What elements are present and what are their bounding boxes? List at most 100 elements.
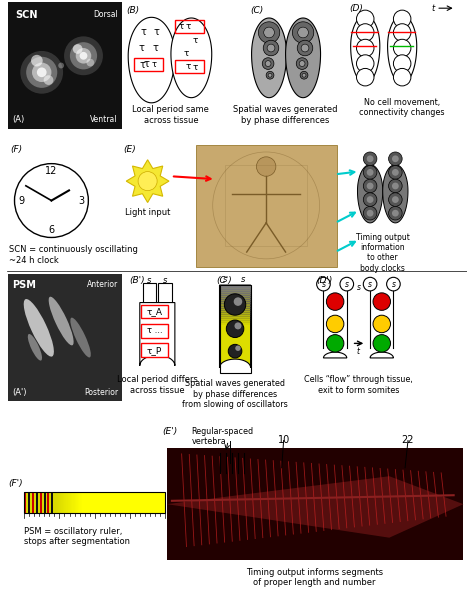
Bar [81,492,82,513]
Bar [29,492,31,513]
Bar [219,310,251,313]
Polygon shape [351,15,380,83]
Circle shape [138,172,157,191]
Circle shape [302,73,306,77]
Bar [90,492,91,513]
Bar [68,492,69,513]
Bar [54,492,55,513]
Circle shape [340,277,354,291]
Circle shape [86,59,94,67]
Circle shape [392,210,399,217]
Text: τ: τ [184,50,189,58]
Circle shape [367,155,374,162]
Text: Regular-spaced: Regular-spaced [191,427,254,436]
Circle shape [64,37,103,76]
Bar [28,492,29,513]
Text: τ_A: τ_A [146,307,163,316]
Bar [145,492,147,513]
Bar [88,492,89,513]
Text: Anterior: Anterior [87,280,118,289]
Text: τ_P: τ_P [147,346,162,355]
Text: 9: 9 [18,195,24,205]
Bar [131,492,133,513]
Bar [219,326,251,329]
Bar [73,492,74,513]
Bar [65,492,67,513]
Bar [36,492,37,513]
Bar [82,492,83,513]
Circle shape [262,58,274,70]
Text: Timing output informs segments
of proper length and number: Timing output informs segments of proper… [246,568,383,587]
Bar [66,492,68,513]
Bar [39,492,41,513]
Text: τ: τ [179,22,184,31]
Circle shape [373,293,391,310]
Bar [154,492,155,513]
Circle shape [226,320,244,337]
Bar [73,492,75,513]
Circle shape [265,61,271,67]
Bar [38,492,40,513]
Text: s: s [368,280,372,289]
Bar [141,343,168,357]
Circle shape [367,210,374,217]
Bar [146,492,148,513]
Text: 10: 10 [277,435,290,445]
Bar [219,295,251,298]
Bar [57,492,59,513]
Bar [119,492,121,513]
Bar [113,492,115,513]
Bar [56,492,57,513]
Text: s: s [223,275,228,284]
Text: (E): (E) [123,145,136,154]
Circle shape [37,67,46,77]
Bar [32,492,34,513]
Bar [44,492,46,513]
Circle shape [70,42,97,70]
Bar [28,492,30,513]
Text: τ: τ [154,28,159,38]
Text: PSM: PSM [13,280,36,290]
Bar [84,492,86,513]
Bar [103,492,105,513]
Bar [95,492,96,513]
Bar [62,492,64,513]
Circle shape [393,10,411,28]
Circle shape [297,40,313,56]
Bar [116,492,118,513]
Text: s: s [163,276,167,285]
Text: τ: τ [152,60,157,69]
Circle shape [356,68,374,86]
Bar [46,492,48,513]
Bar [97,492,99,513]
Bar [219,316,251,319]
Bar [167,448,464,560]
Bar [219,318,251,321]
Polygon shape [128,17,175,103]
Circle shape [263,40,279,56]
Bar [42,492,44,513]
Bar [111,492,113,513]
Bar [219,306,251,309]
Bar [109,492,110,513]
Text: s: s [392,280,395,289]
Bar [31,492,33,513]
Polygon shape [388,15,417,83]
Circle shape [317,277,330,291]
Circle shape [393,68,411,86]
Bar [141,324,168,337]
Text: 3: 3 [79,195,85,205]
Text: (C'): (C') [217,276,232,286]
Bar [219,291,251,294]
Bar [122,492,123,513]
Bar [115,492,116,513]
Circle shape [73,44,82,54]
Bar [8,274,122,401]
Circle shape [367,169,374,176]
Bar [155,492,156,513]
Circle shape [266,71,274,79]
Polygon shape [323,352,347,358]
Polygon shape [167,476,464,537]
Bar [64,492,66,513]
Bar [175,20,204,34]
